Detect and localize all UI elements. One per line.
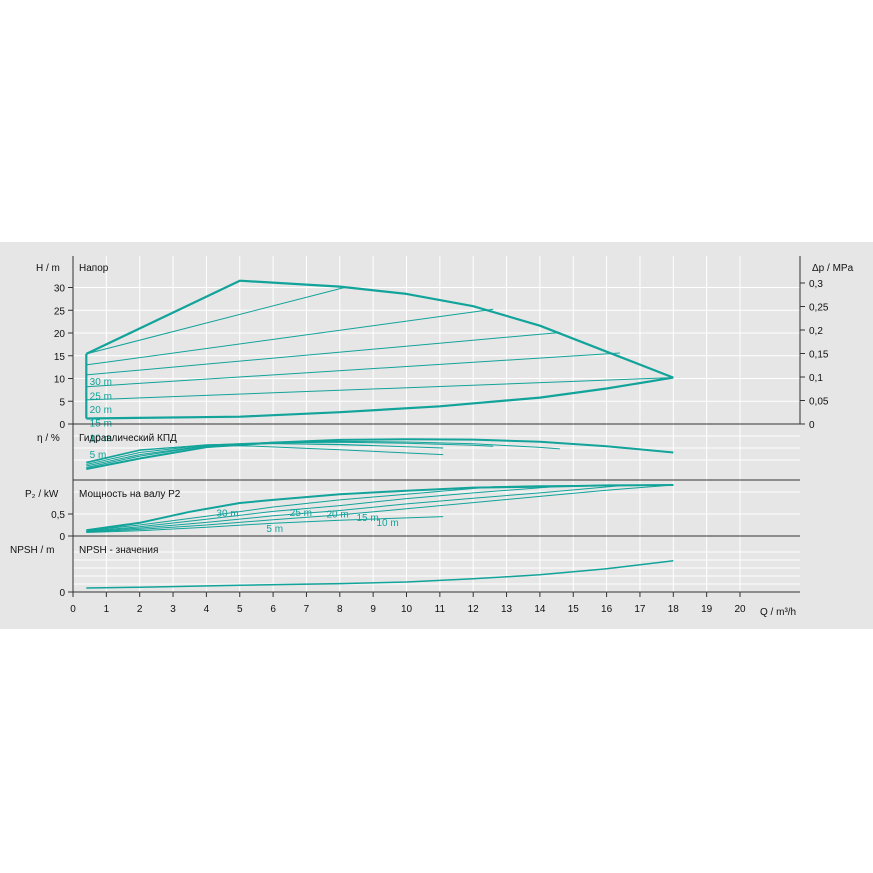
x-tick-label: 19	[701, 604, 713, 615]
q-axis-label: Q / m³/h	[760, 607, 796, 618]
head-curve-20m	[86, 332, 560, 376]
x-tick-label: 18	[668, 604, 680, 615]
dp-tick-label: 0,2	[809, 326, 823, 337]
efficiency-panel-title: Гидравлический КПД	[79, 433, 177, 444]
power-curve	[86, 484, 674, 532]
head-tick-label: 25	[54, 306, 66, 317]
x-tick-label: 13	[501, 604, 513, 615]
npsh-curves	[86, 560, 674, 589]
x-tick-label: 17	[634, 604, 646, 615]
head-curve-label: 30 m	[90, 377, 112, 388]
head-curve-5m	[86, 376, 674, 420]
head-curve-10m	[86, 377, 674, 401]
npsh-tick-label: 0	[59, 588, 65, 599]
x-tick-label: 20	[734, 604, 746, 615]
efficiency-curve	[86, 438, 674, 470]
power-tick-label: 0,5	[51, 510, 65, 521]
head-curve-15m	[86, 352, 620, 388]
x-tick-label: 12	[468, 604, 480, 615]
power-curve-labels: 30 m 25 m 20 m 15 m10 m 5 m	[216, 508, 398, 535]
x-tick-label: 3	[170, 604, 176, 615]
x-tick-label: 11	[435, 604, 446, 615]
efficiency-curve	[86, 443, 444, 464]
head-curve-25m	[86, 308, 494, 366]
head-axis-label: H / m	[36, 263, 60, 274]
power-panel-title: Мощность на валу P2	[79, 489, 181, 500]
x-tick-label: 5	[237, 604, 243, 615]
head-tick-label: 0	[59, 420, 65, 431]
power-tick-label: 0	[59, 532, 65, 543]
power-curve-label: 25 m	[290, 508, 312, 519]
x-tick-label: 15	[568, 604, 580, 615]
head-max-curve	[85, 279, 674, 379]
power-curve	[86, 484, 674, 532]
x-tick-label: 10	[401, 604, 413, 615]
power-curve	[86, 516, 444, 533]
head-curves	[85, 279, 674, 420]
efficiency-axis-label: η / %	[37, 433, 60, 444]
power-curve-label: 15 m	[356, 513, 378, 524]
head-curve-label: 5 m	[90, 450, 107, 461]
axes	[72, 256, 801, 593]
head-tick-label: 20	[54, 329, 66, 340]
power-curves	[86, 484, 674, 533]
dp-tick-label: 0,15	[809, 350, 829, 361]
dp-tick-label: 0,1	[809, 373, 823, 384]
efficiency-curve	[86, 441, 494, 467]
dp-tick-label: 0	[809, 420, 815, 431]
npsh-axis-label: NPSH / m	[10, 545, 54, 556]
head-panel	[73, 256, 800, 424]
npsh-panel-title: NPSH - значения	[79, 545, 158, 556]
dp-tick-label: 0,25	[809, 303, 829, 314]
power-curve-label: 5 m	[266, 524, 283, 535]
dp-axis-label: Δp / MPa	[812, 263, 854, 274]
head-tick-label: 30	[54, 284, 66, 295]
head-curve-30m	[86, 286, 347, 355]
power-curve-label: 30 m	[216, 509, 238, 520]
dp-tick-label: 0,3	[809, 279, 823, 290]
npsh-curve	[86, 560, 674, 589]
head-curve-label: 25 m	[90, 391, 112, 402]
power-curve	[86, 484, 674, 533]
power-curve	[86, 484, 674, 533]
x-tick-label: 2	[137, 604, 143, 615]
tick-labels: 0 1 2 3 4 5 6 7 8 9 10 11 12 13 14 15 16 17 18 19 2005101520…	[51, 279, 829, 615]
x-tick-label: 8	[337, 604, 343, 615]
power-curve-label: 10 m	[376, 518, 398, 529]
x-tick-label: 1	[104, 604, 110, 615]
head-curve-label: 10 m	[90, 434, 112, 445]
head-tick-label: 10	[54, 375, 66, 386]
head-tick-label: 5	[59, 397, 65, 408]
x-tick-label: 14	[534, 604, 546, 615]
power-axis-label: P₂ / kW	[25, 489, 59, 500]
efficiency-curves	[86, 438, 674, 470]
x-tick-label: 7	[304, 604, 310, 615]
x-tick-label: 9	[370, 604, 376, 615]
x-tick-label: 6	[270, 604, 276, 615]
dp-tick-label: 0,05	[809, 397, 829, 408]
x-tick-label: 0	[70, 604, 76, 615]
efficiency-curve	[86, 440, 560, 465]
efficiency-curve	[86, 444, 444, 463]
power-curve-label: 20 m	[326, 510, 348, 521]
npsh-panel	[73, 536, 800, 592]
eff-panel	[73, 424, 800, 480]
x-tick-label: 4	[204, 604, 210, 615]
head-curve-label: 20 m	[90, 405, 112, 416]
head-panel-title: Напор	[79, 263, 109, 274]
x-tick-label: 16	[601, 604, 613, 615]
head-tick-label: 15	[54, 352, 66, 363]
